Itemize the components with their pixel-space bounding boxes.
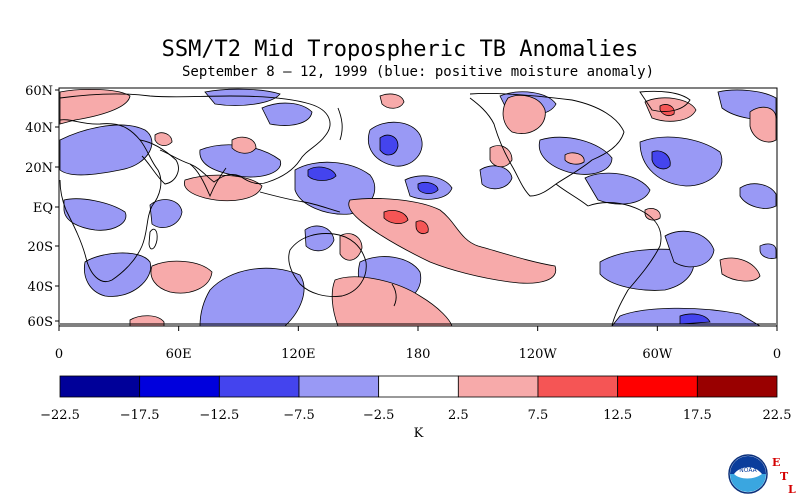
lat-tick-label: 40N	[25, 121, 53, 136]
blue-anomaly-6	[199, 267, 305, 326]
blue-anomaly-23	[479, 165, 513, 190]
map-title: SSM/T2 Mid Tropospheric TB Anomalies	[161, 37, 639, 62]
colorbar-tick-label: 12.5	[603, 408, 632, 423]
lon-tick-label: 120E	[281, 347, 315, 362]
colorbar-unit: K	[414, 426, 424, 441]
lon-tick-label: 180	[406, 347, 431, 362]
lat-tick-label: 60S	[28, 315, 53, 330]
north-america-outline	[469, 93, 625, 197]
strong-red-core-1	[383, 210, 409, 224]
colorbar-tick-label: 7.5	[528, 408, 549, 423]
blue-anomaly-4	[149, 199, 183, 228]
strong-red-core-2	[415, 220, 429, 234]
lat-tick-label: 20S	[28, 240, 53, 255]
strong-blue-core-2	[307, 166, 337, 181]
red-anomaly-4	[231, 136, 257, 154]
red-anomaly-13	[379, 93, 405, 109]
logo-text: NOAA	[739, 467, 757, 474]
colorbar-tick-label: 17.5	[683, 408, 712, 423]
colorbar-segment	[298, 375, 380, 398]
colorbar-segment	[378, 375, 459, 398]
colorbar-segment	[457, 375, 539, 398]
lat-tick-label: EQ	[33, 201, 53, 216]
anomaly-fields	[59, 88, 777, 326]
red-anomaly-17	[564, 152, 585, 165]
noaa-logo-icon: NOAA	[728, 454, 768, 494]
strong-blue-core-3	[417, 182, 439, 194]
etl-letter-l: L	[788, 483, 796, 496]
colorbar-segment	[696, 375, 778, 398]
red-anomaly-16	[154, 132, 173, 146]
strong-blue-core-1	[379, 134, 399, 156]
red-anomaly-1	[59, 88, 131, 125]
arabia-outline	[139, 139, 179, 185]
red-anomaly-8	[489, 145, 513, 168]
strong-blue-core-4	[651, 150, 671, 170]
noaa-etl-logo: NOAA E T L	[728, 450, 800, 500]
eurasia-outline	[59, 93, 331, 185]
lon-tick-label: 60W	[642, 347, 673, 362]
central-america-outline	[555, 183, 589, 207]
se-asia-islands	[259, 191, 341, 213]
colorbar-segment	[59, 375, 141, 398]
south-america-outline	[587, 202, 662, 326]
lat-tick-label: 40S	[28, 280, 53, 295]
etl-letter-e: E	[772, 456, 781, 469]
new-zealand-outline	[391, 283, 397, 307]
blue-anomaly-8	[204, 88, 281, 106]
blue-anomaly-18	[639, 136, 723, 187]
colorbar-segment	[139, 375, 220, 398]
colorbar-tick-label: 22.5	[763, 408, 792, 423]
lat-tick-label: 20N	[25, 161, 53, 176]
africa-outline	[59, 119, 162, 282]
map-subtitle: September 8 – 12, 1999 (blue: positive m…	[181, 64, 654, 80]
etl-letter-t: T	[780, 470, 789, 483]
colorbar-tick-label: 2.5	[448, 408, 469, 423]
strong-blue-core-5	[679, 313, 711, 325]
red-anomaly-12	[749, 106, 777, 143]
red-anomaly-9	[502, 94, 546, 134]
colorbar-segment	[617, 375, 698, 398]
red-anomaly-6	[331, 276, 453, 326]
colorbar-tick-label: −22.5	[40, 408, 80, 423]
lon-tick-label: 0	[773, 347, 781, 362]
colorbar-segment	[537, 375, 619, 398]
latitude-axis: 60N 40N 20N EQ 20S 40S 60S	[25, 84, 59, 330]
blue-anomaly-24	[759, 243, 777, 259]
red-anomaly-11	[719, 257, 761, 282]
colorbar-segment	[218, 375, 300, 398]
red-anomaly-3	[150, 260, 213, 294]
lon-tick-label: 120W	[519, 347, 558, 362]
colorbar-tick-label: −2.5	[363, 408, 395, 423]
red-anomaly-2	[183, 174, 263, 202]
blue-anomaly-7	[261, 102, 313, 126]
colorbar-tick-label: −12.5	[199, 408, 239, 423]
lat-tick-label: 60N	[25, 84, 53, 99]
blue-anomaly-22	[739, 183, 777, 209]
blue-anomaly-3	[83, 252, 151, 297]
blue-anomaly-1	[59, 124, 153, 176]
india-outline	[189, 163, 227, 198]
colorbar: −22.5 −17.5 −12.5 −7.5 −2.5 2.5 7.5 12.5 17.5 22.…	[40, 375, 792, 441]
red-anomaly-14	[644, 208, 661, 221]
greenland-outline	[639, 90, 691, 112]
red-anomaly-7	[339, 233, 363, 261]
strong-red-core-3	[659, 104, 675, 117]
colorbar-tick-label: −17.5	[120, 408, 160, 423]
blue-anomaly-19	[664, 230, 715, 268]
blue-anomaly-17	[599, 248, 695, 291]
japan-outline	[337, 107, 343, 141]
australia-outline	[288, 233, 367, 297]
lon-tick-label: 60E	[166, 347, 192, 362]
madagascar-outline	[148, 228, 158, 250]
coastlines	[59, 90, 776, 326]
red-anomaly-15	[129, 315, 165, 326]
colorbar-tick-label: −7.5	[283, 408, 315, 423]
blue-anomaly-16	[584, 172, 651, 205]
longitude-axis: 0 60E 120E 180 120W 60W 0	[55, 326, 781, 362]
blue-anomaly-13	[304, 225, 335, 252]
lon-tick-label: 0	[55, 347, 63, 362]
